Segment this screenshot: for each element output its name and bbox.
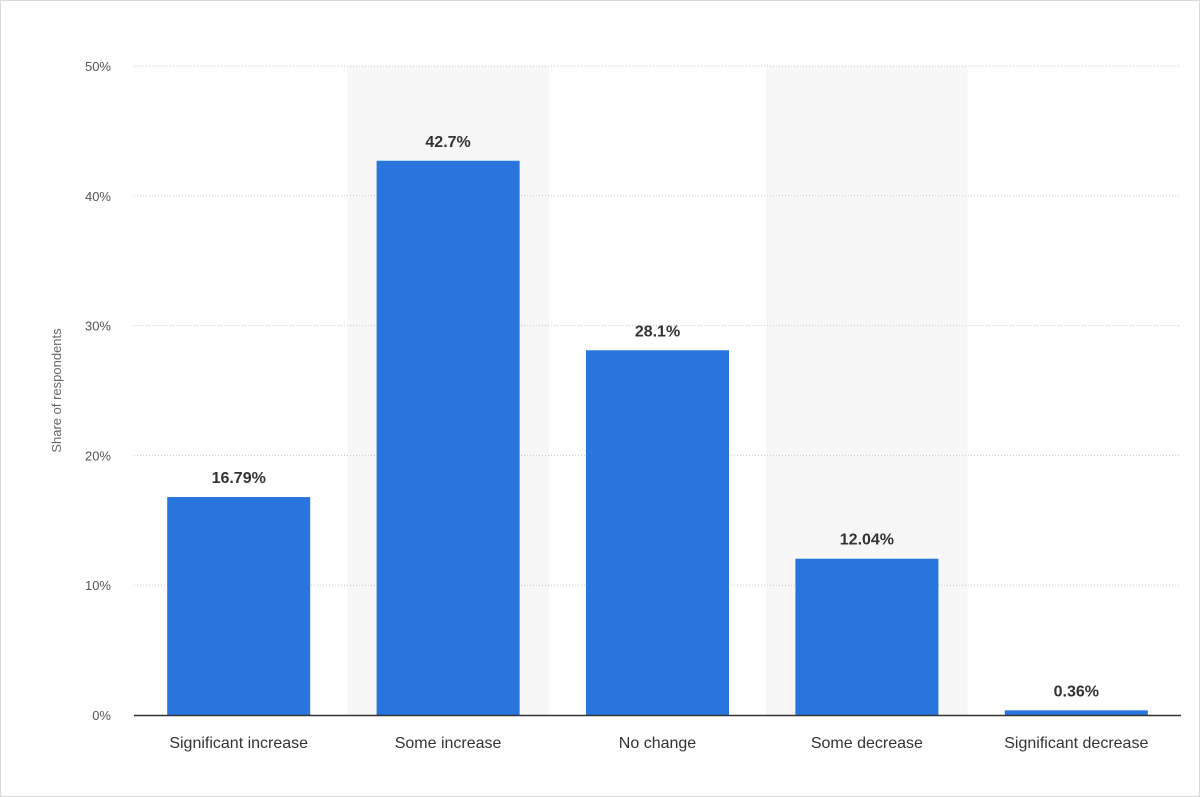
x-tick-label: Significant decrease [1004, 735, 1148, 752]
bar[interactable] [586, 350, 729, 715]
bar[interactable] [376, 160, 520, 715]
y-tick-label: 40% [85, 189, 111, 204]
x-tick-label: Some decrease [811, 735, 923, 752]
bar[interactable] [167, 497, 311, 715]
bars [167, 160, 1148, 715]
y-tick-label: 30% [85, 319, 111, 334]
x-tick-label: Some increase [395, 735, 502, 752]
x-axis-labels: Significant increase Some increase No chan… [169, 735, 1148, 752]
data-label: 42.7% [425, 134, 470, 151]
y-axis-ticks: 0% 10% 20% 30% 40% 50% [85, 59, 111, 723]
data-label: 0.36% [1054, 683, 1099, 700]
y-tick-label: 0% [92, 708, 111, 723]
y-tick-label: 20% [85, 448, 111, 463]
y-tick-label: 50% [85, 59, 111, 74]
bar[interactable] [1004, 710, 1148, 715]
x-tick-label: Significant increase [169, 735, 308, 752]
bar[interactable] [795, 558, 939, 715]
y-tick-label: 10% [85, 578, 111, 593]
data-label: 16.79% [212, 470, 266, 487]
x-tick-label: No change [619, 735, 696, 752]
data-labels: 16.79% 42.7% 28.1% 12.04% 0.36% [212, 134, 1099, 701]
y-axis-title: Share of respondents [49, 328, 64, 453]
data-label: 12.04% [840, 532, 894, 549]
data-label: 28.1% [635, 323, 680, 340]
